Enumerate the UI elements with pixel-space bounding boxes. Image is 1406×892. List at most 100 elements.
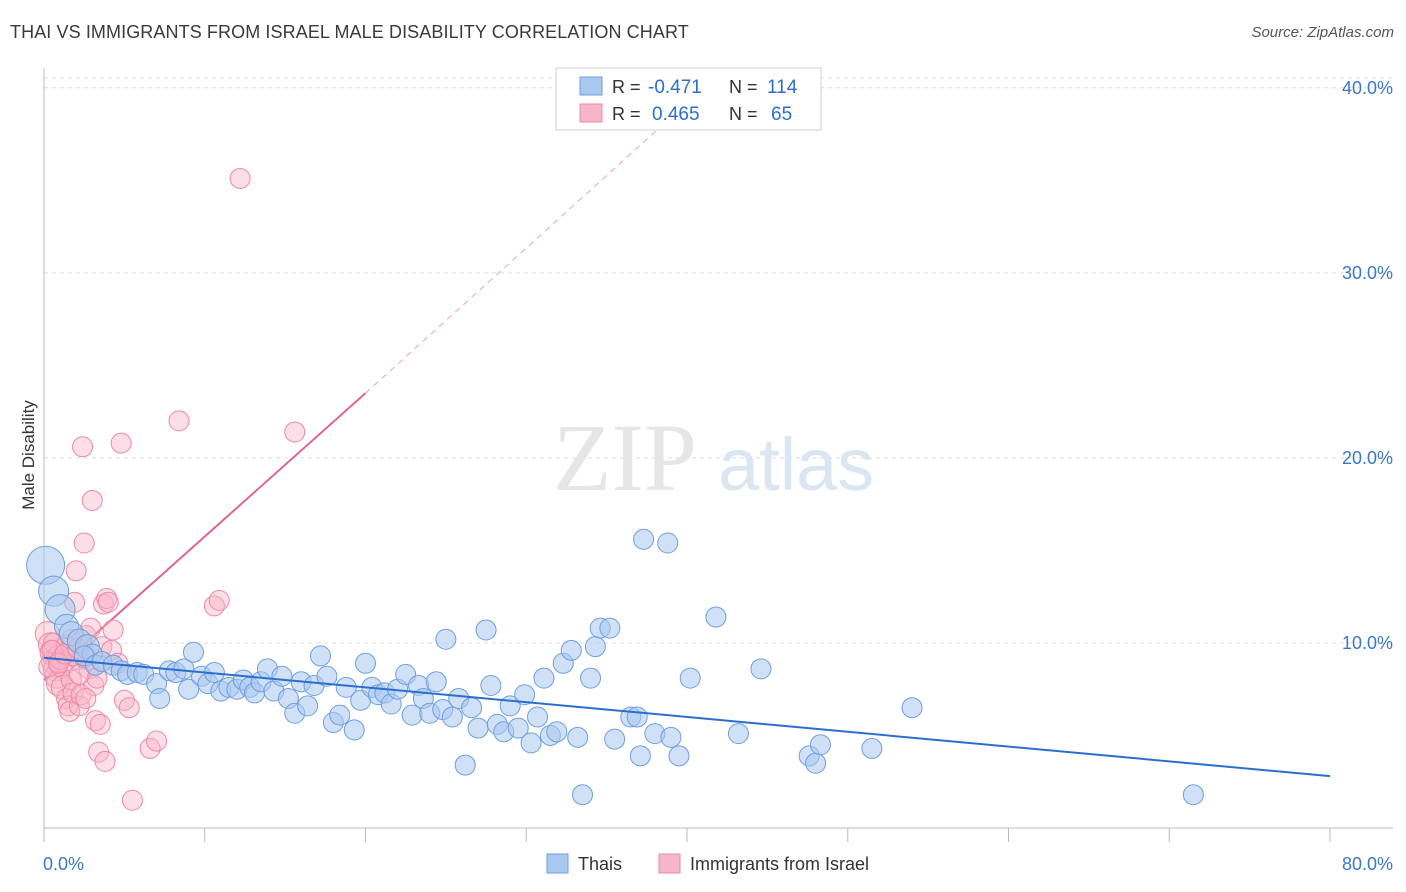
watermark: ZIP atlas xyxy=(553,404,874,511)
israel-point-50 xyxy=(229,167,251,189)
israel-point-9 xyxy=(50,674,76,700)
israel-point-27 xyxy=(81,489,103,511)
grid-lines xyxy=(44,77,1393,644)
series-legend-label-thais: Thais xyxy=(578,854,622,874)
thais-points xyxy=(26,528,1204,806)
thais-point-105 xyxy=(1182,784,1204,806)
watermark-zip: ZIP xyxy=(553,404,697,511)
thais-point-87 xyxy=(604,728,626,750)
thais-point-102 xyxy=(809,734,831,756)
thais-point-90 xyxy=(629,745,651,767)
thais-point-65 xyxy=(461,697,483,719)
thais-point-78 xyxy=(546,721,568,743)
y-tick-label-30: 30.0% xyxy=(1342,263,1393,283)
x-tick-label-max: 80.0% xyxy=(1342,854,1393,874)
thais-point-96 xyxy=(679,667,701,689)
thais-point-74 xyxy=(520,732,542,754)
israel-point-22 xyxy=(73,532,95,554)
legend-n-label-israel: N = xyxy=(729,104,758,124)
thais-point-75 xyxy=(527,706,549,728)
legend-r-value-thais: -0.471 xyxy=(648,77,702,98)
thais-point-104 xyxy=(901,697,923,719)
thais-trend-line xyxy=(43,656,1331,778)
x-tick-label-min: 0.0% xyxy=(43,854,84,874)
israel-point-41 xyxy=(110,432,132,454)
chart-title: THAI VS IMMIGRANTS FROM ISRAEL MALE DISA… xyxy=(10,22,689,42)
thais-point-17 xyxy=(149,687,171,709)
thais-point-44 xyxy=(329,704,351,726)
israel-point-44 xyxy=(121,789,143,811)
series-legend-swatch-israel xyxy=(658,853,681,874)
thais-point-59 xyxy=(425,671,447,693)
israel-trend-dashed xyxy=(365,124,664,394)
thais-point-91 xyxy=(633,528,655,550)
thais-point-55 xyxy=(401,704,423,726)
thais-point-21 xyxy=(178,678,200,700)
thais-point-72 xyxy=(507,717,529,739)
y-tick-label-20: 20.0% xyxy=(1342,448,1393,468)
israel-point-32 xyxy=(89,713,111,735)
thais-point-61 xyxy=(435,628,457,650)
legend-swatch-israel xyxy=(579,103,603,123)
source-label: Source: ZipAtlas.com xyxy=(1251,24,1394,41)
israel-point-35 xyxy=(94,750,116,772)
thais-point-48 xyxy=(355,652,376,674)
axes xyxy=(43,68,1393,829)
series-legend-swatch-thais xyxy=(546,853,569,874)
israel-point-49 xyxy=(208,589,230,611)
thais-trend-solid xyxy=(43,656,1331,778)
israel-point-58 xyxy=(75,687,97,709)
legend-r-value-israel: 0.465 xyxy=(652,104,700,125)
thais-point-93 xyxy=(657,532,679,554)
thais-point-41 xyxy=(309,645,331,667)
legend-n-value-thais: 114 xyxy=(767,77,798,98)
x-ticks xyxy=(43,828,1331,842)
thais-point-35 xyxy=(271,665,293,687)
israel-trend-line xyxy=(43,124,664,681)
legend-r-label-israel: R = xyxy=(612,104,641,124)
israel-point-59 xyxy=(41,639,63,661)
thais-point-99 xyxy=(750,658,772,680)
israel-point-21 xyxy=(72,436,94,458)
israel-point-17 xyxy=(65,560,87,582)
thais-point-80 xyxy=(560,639,582,661)
thais-point-64 xyxy=(454,754,476,776)
thais-point-46 xyxy=(343,719,365,741)
legend-r-label-thais: R = xyxy=(612,77,641,97)
thais-point-94 xyxy=(660,726,682,748)
israel-trend-solid xyxy=(43,392,367,681)
israel-point-37 xyxy=(97,591,119,613)
thais-point-95 xyxy=(668,745,690,767)
y-axis-label: Male Disability xyxy=(19,400,38,510)
thais-point-101 xyxy=(805,752,827,774)
israel-point-46 xyxy=(146,730,168,752)
israel-point-15 xyxy=(62,682,84,704)
israel-point-13 xyxy=(59,700,81,722)
legend-n-label-thais: N = xyxy=(729,77,758,97)
legend-swatch-thais xyxy=(579,76,603,96)
thais-point-62 xyxy=(441,706,463,728)
thais-point-97 xyxy=(705,606,727,628)
thais-point-22 xyxy=(182,641,204,663)
thais-point-83 xyxy=(580,667,602,689)
y-tick-labels: 10.0% 20.0% 30.0% 40.0% xyxy=(1342,78,1393,653)
thais-point-66 xyxy=(467,717,489,739)
thais-point-81 xyxy=(567,726,589,748)
thais-point-84 xyxy=(584,636,606,658)
y-tick-label-10: 10.0% xyxy=(1342,633,1393,653)
thais-point-76 xyxy=(533,667,555,689)
thais-point-86 xyxy=(599,617,621,639)
thais-point-89 xyxy=(626,706,648,728)
legend-n-value-israel: 65 xyxy=(771,104,792,125)
israel-point-43 xyxy=(118,697,140,719)
thais-point-67 xyxy=(475,619,497,641)
thais-point-103 xyxy=(861,737,883,759)
thais-point-42 xyxy=(316,665,338,687)
watermark-atlas: atlas xyxy=(718,423,874,506)
correlation-legend: R = -0.471 N = 114 R = 0.465 N = 65 xyxy=(555,67,822,131)
series-legend: Thais Immigrants from Israel xyxy=(546,853,869,874)
series-legend-label-israel: Immigrants from Israel xyxy=(690,854,869,874)
thais-point-73 xyxy=(514,684,536,706)
thais-point-39 xyxy=(297,695,319,717)
